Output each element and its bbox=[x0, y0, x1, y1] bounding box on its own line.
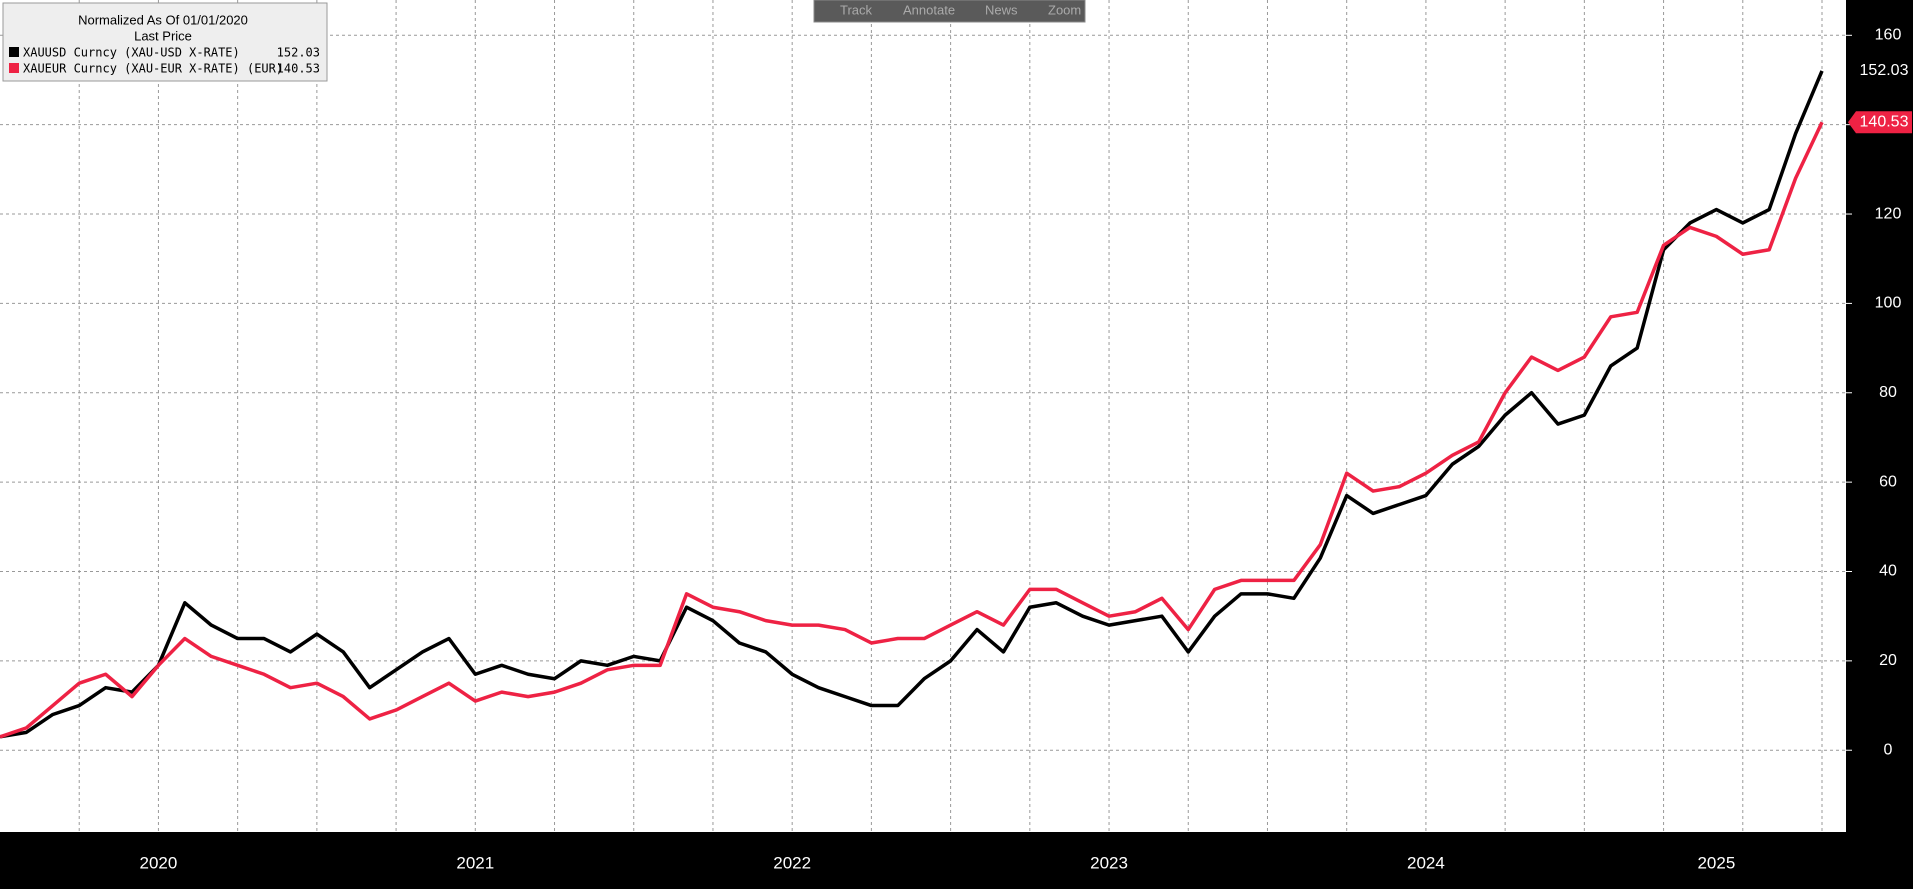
x-tick-label: 2023 bbox=[1090, 853, 1128, 872]
y-tick-label: 40 bbox=[1879, 563, 1897, 580]
y-tick-label: 160 bbox=[1875, 27, 1902, 44]
legend-box bbox=[2, 2, 328, 82]
y-tick-label: 80 bbox=[1879, 384, 1897, 401]
y-tick-label: 20 bbox=[1879, 652, 1897, 669]
toolbar-bg bbox=[813, 0, 1086, 23]
last-value-tag bbox=[1848, 59, 1912, 82]
y-tick-label: 120 bbox=[1875, 205, 1902, 222]
toolbar-button[interactable]: Track bbox=[840, 2, 873, 17]
toolbar-button[interactable]: Annotate bbox=[903, 2, 955, 17]
axis: 0204060801001201401602020202120222023202… bbox=[140, 27, 1912, 872]
legend-label: XAUEUR Curncy (XAU-EUR X-RATE) (EUR) bbox=[23, 62, 283, 76]
y-tick-label: 0 bbox=[1884, 741, 1893, 758]
plot-area bbox=[0, 0, 1846, 832]
last-value-label: 152.03 bbox=[1860, 62, 1909, 79]
last-value-label: 140.53 bbox=[1860, 114, 1909, 131]
toolbar-button[interactable]: Zoom bbox=[1048, 2, 1081, 17]
last-value-tag bbox=[1848, 111, 1912, 134]
legend-value: 152.03 bbox=[277, 46, 320, 60]
x-tick-label: 2022 bbox=[773, 853, 811, 872]
x-tick-label: 2021 bbox=[456, 853, 494, 872]
lines bbox=[0, 70, 1824, 739]
y-tick-label: 100 bbox=[1875, 295, 1902, 312]
legend-title: Normalized As Of 01/01/2020 bbox=[78, 12, 248, 27]
legend-subtitle: Last Price bbox=[134, 28, 192, 43]
legend-swatch bbox=[9, 63, 19, 73]
x-tick-label: 2024 bbox=[1407, 853, 1445, 872]
legend: Normalized As Of 01/01/2020 Last Price X… bbox=[2, 2, 328, 82]
legend-label: XAUUSD Curncy (XAU-USD X-RATE) bbox=[23, 46, 240, 60]
x-tick-label: 2025 bbox=[1697, 853, 1735, 872]
legend-swatch bbox=[9, 47, 19, 57]
toolbar: Track Annotate News Zoom bbox=[813, 0, 1086, 23]
legend-value: 140.53 bbox=[277, 62, 320, 76]
grid bbox=[0, 0, 1846, 832]
series-line bbox=[0, 121, 1824, 739]
series-line bbox=[0, 70, 1824, 739]
x-tick-label: 2020 bbox=[140, 853, 178, 872]
y-tick-label: 60 bbox=[1879, 473, 1897, 490]
toolbar-button[interactable]: News bbox=[985, 2, 1018, 17]
